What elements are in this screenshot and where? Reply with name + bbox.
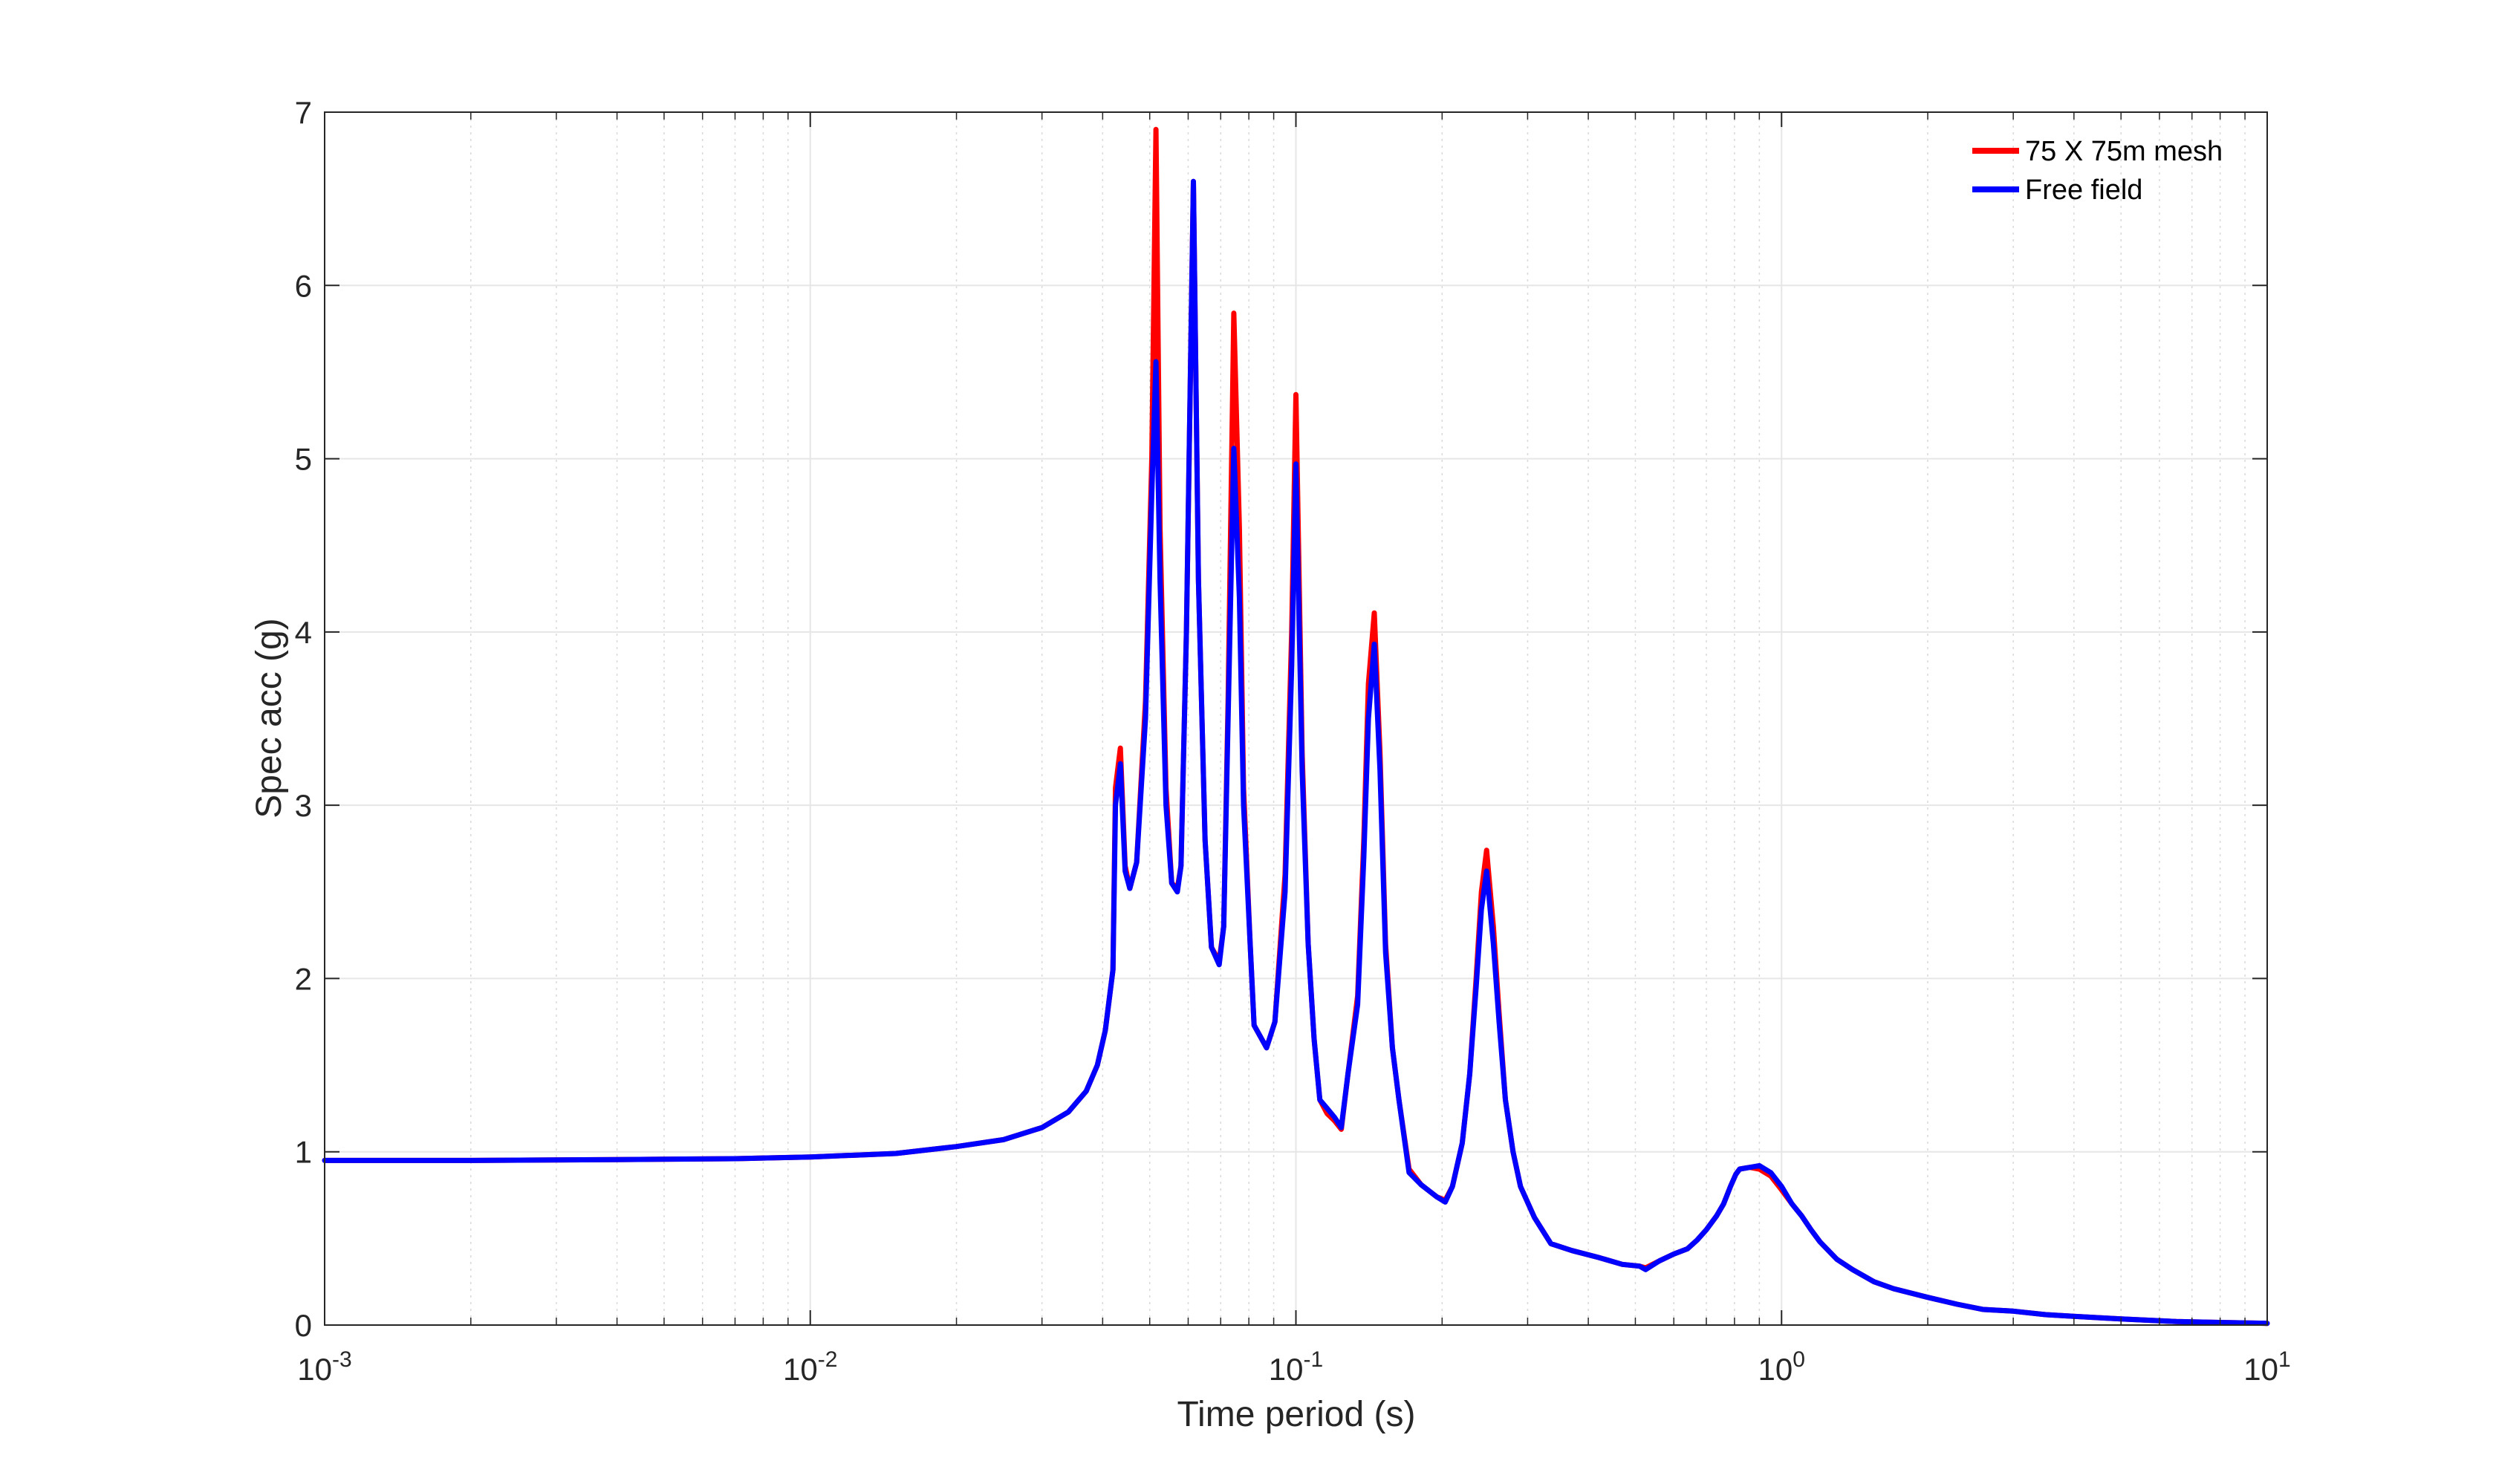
y-tick-label: 0: [295, 1308, 312, 1343]
y-tick-label: 7: [295, 95, 312, 130]
legend-label-free-field: Free field: [2025, 175, 2142, 206]
plot-area: [322, 111, 2270, 1327]
y-tick-label: 3: [295, 788, 312, 823]
ticks: [324, 111, 2268, 1326]
y-tick-label: 5: [295, 442, 312, 477]
x-tick-label: 101: [2243, 1347, 2290, 1387]
y-tick-label: 1: [295, 1135, 312, 1170]
x-tick-label: 100: [1758, 1347, 1805, 1387]
x-tick-label: 10-1: [1269, 1347, 1323, 1387]
legend: 75 X 75m mesh Free field: [1972, 136, 2223, 206]
x-tick-label: 10-3: [297, 1347, 351, 1387]
series-layer: [322, 126, 2270, 1327]
legend-label-mesh: 75 X 75m mesh: [2025, 136, 2223, 167]
y-axis-label: Spec acc (g): [250, 618, 289, 818]
series-line-1: [322, 178, 2270, 1327]
x-tick-label: 10-2: [783, 1347, 837, 1387]
y-tick-label: 6: [295, 268, 312, 303]
y-tick-label: 4: [295, 615, 312, 650]
y-tick-label: 2: [295, 961, 312, 996]
x-axis-label: Time period (s): [1177, 1395, 1416, 1434]
